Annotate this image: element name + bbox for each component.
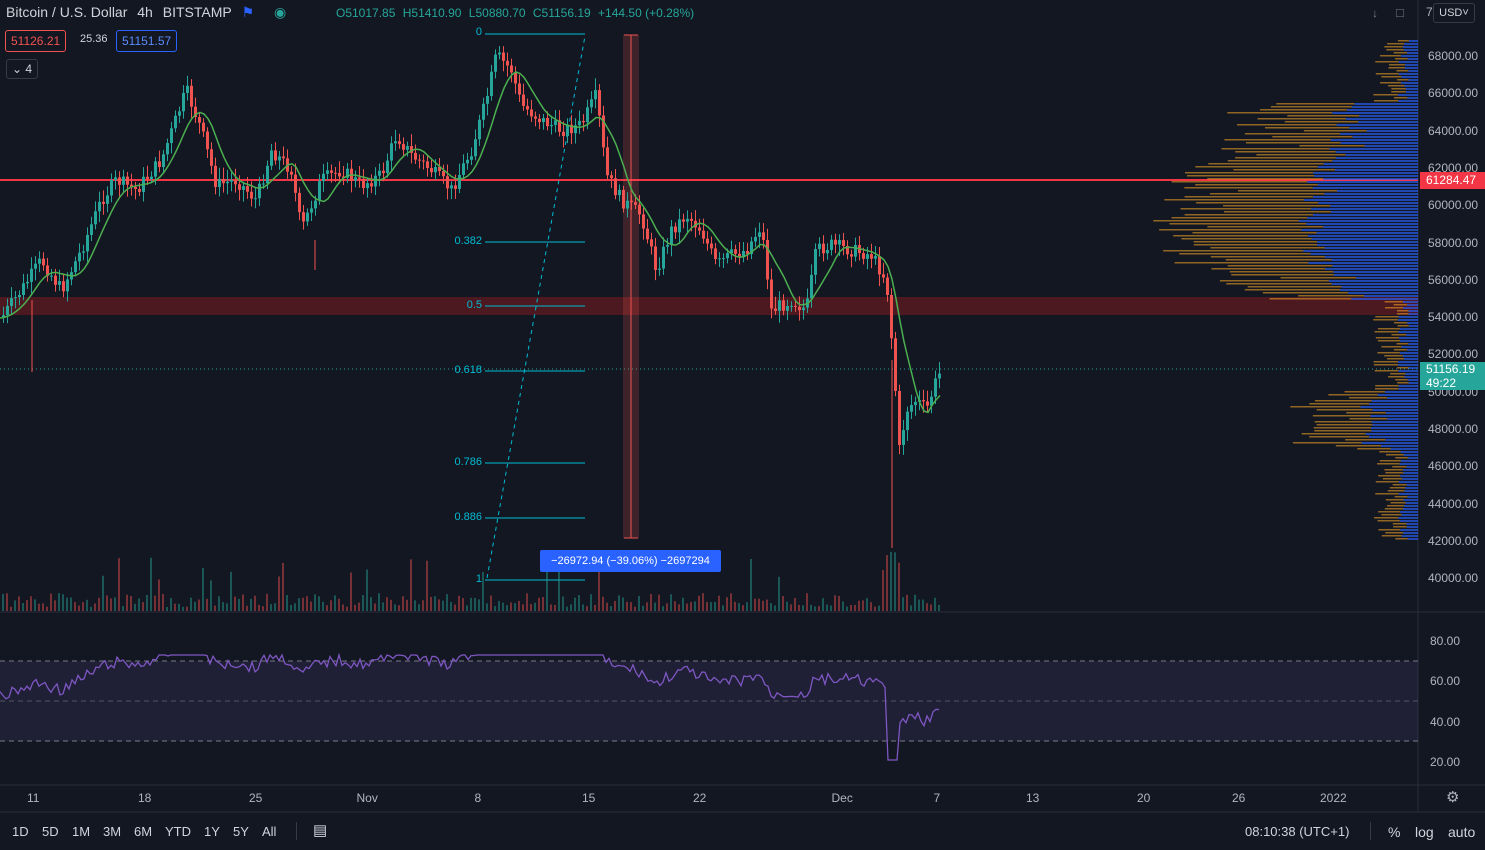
price-tick: 62000.00 bbox=[1428, 160, 1479, 175]
price-tick: 66000.00 bbox=[1428, 86, 1479, 101]
time-tick: 26 bbox=[1232, 791, 1246, 805]
buy-button[interactable]: 51151.57 bbox=[116, 30, 178, 52]
volume-bars bbox=[2, 551, 940, 611]
fib-label-0: 0 bbox=[475, 26, 482, 38]
timeframe-1m[interactable]: 1M bbox=[72, 824, 91, 839]
symbol-name[interactable]: Bitcoin / U.S. Dollar bbox=[6, 4, 128, 20]
auto-toggle[interactable]: auto bbox=[1448, 824, 1476, 840]
fullscreen-icon[interactable]: □ bbox=[1396, 5, 1404, 20]
timeframe-5d[interactable]: 5D bbox=[42, 824, 59, 839]
spread-label: 25.36 bbox=[80, 33, 108, 45]
candlesticks bbox=[2, 45, 941, 548]
symbol-header[interactable]: Bitcoin / U.S. Dollar 4h BITSTAMP ⚑ ◉ bbox=[6, 4, 292, 21]
price-axis-top: 7 bbox=[1426, 5, 1433, 19]
currency-button[interactable]: USD˅ bbox=[1433, 3, 1475, 23]
time-tick: 7 bbox=[933, 791, 941, 805]
fib-label-0786: 0.786 bbox=[454, 456, 482, 468]
time-tick: Dec bbox=[831, 791, 853, 805]
hline-price-tag: 61284.47 bbox=[1420, 172, 1485, 189]
moving-average-line bbox=[0, 71, 941, 414]
last-price-tag: 51156.19 49:22 bbox=[1420, 362, 1485, 390]
rsi-tick: 60.00 bbox=[1430, 674, 1461, 689]
rsi-line bbox=[0, 652, 940, 761]
timeframe-5y[interactable]: 5Y bbox=[233, 824, 249, 839]
goto-date-icon[interactable]: ▤ bbox=[313, 822, 328, 839]
rsi-tick: 40.00 bbox=[1430, 714, 1461, 729]
timeframe-6m[interactable]: 6M bbox=[134, 824, 153, 839]
timeframe-3m[interactable]: 3M bbox=[103, 824, 122, 839]
price-tick: 64000.00 bbox=[1428, 123, 1479, 138]
timeframe-1y[interactable]: 1Y bbox=[204, 824, 220, 839]
flag-icon: ⚑ bbox=[241, 4, 255, 20]
price-tick: 42000.00 bbox=[1428, 533, 1479, 548]
time-tick: 15 bbox=[582, 791, 596, 805]
chevron-down-icon: ⌄ bbox=[11, 62, 23, 76]
bar-countdown: 49:22 bbox=[1426, 376, 1457, 390]
time-tick: Nov bbox=[356, 791, 378, 805]
indicators-count: 4 bbox=[25, 62, 33, 76]
timeframe-ytd[interactable]: YTD bbox=[165, 824, 191, 839]
last-price-value: 51156.19 bbox=[1426, 362, 1476, 376]
low-value: L50880.70 bbox=[468, 6, 526, 20]
indicators-toggle[interactable]: ⌄ 4 bbox=[6, 59, 38, 79]
time-tick: 22 bbox=[693, 791, 707, 805]
log-toggle[interactable]: log bbox=[1415, 824, 1434, 840]
price-tick: 52000.00 bbox=[1428, 347, 1479, 362]
price-tick: 48000.00 bbox=[1428, 422, 1479, 436]
price-tick: 44000.00 bbox=[1428, 496, 1479, 511]
price-tick: 56000.00 bbox=[1428, 272, 1479, 287]
clock-label[interactable]: 08:10:38 (UTC+1) bbox=[1245, 824, 1350, 839]
fib-label-1: 1 bbox=[475, 573, 482, 585]
time-tick: 2022 bbox=[1320, 791, 1347, 805]
price-tick: 60000.00 bbox=[1428, 198, 1479, 213]
price-tick: 40000.00 bbox=[1428, 571, 1479, 586]
fib-label-0886: 0.886 bbox=[454, 511, 482, 523]
chevron-down-icon: ˅ bbox=[1462, 7, 1469, 19]
price-tick: 58000.00 bbox=[1428, 235, 1479, 250]
download-icon[interactable]: ↓ bbox=[1372, 6, 1378, 20]
measure-label: −26972.94 (−39.06%) −2697294 bbox=[540, 550, 721, 572]
date-range-icon[interactable] bbox=[296, 822, 297, 840]
fib-label-0382: 0.382 bbox=[454, 235, 482, 247]
exchange-label: BITSTAMP bbox=[162, 4, 232, 20]
market-status-icon: ◉ bbox=[274, 4, 287, 20]
interval-label[interactable]: 4h bbox=[137, 4, 153, 20]
high-value: H51410.90 bbox=[402, 6, 462, 20]
time-tick: 8 bbox=[474, 791, 482, 805]
volume-profile bbox=[1153, 40, 1418, 540]
fib-label-05: 0.5 bbox=[466, 299, 482, 311]
sell-button[interactable]: 51126.21 bbox=[5, 30, 67, 52]
support-zone[interactable] bbox=[0, 297, 1418, 315]
time-tick: 11 bbox=[27, 791, 40, 805]
change-value: +144.50 (+0.28%) bbox=[598, 6, 695, 20]
rsi-tick: 20.00 bbox=[1430, 754, 1461, 769]
time-tick: 13 bbox=[1026, 791, 1040, 805]
percent-toggle[interactable]: % bbox=[1388, 824, 1401, 840]
open-value: O51017.85 bbox=[336, 6, 396, 20]
rsi-band bbox=[0, 661, 1418, 741]
close-value: C51156.19 bbox=[532, 6, 591, 20]
separator bbox=[1370, 822, 1371, 840]
time-tick: 20 bbox=[1137, 791, 1151, 805]
timeframe-1d[interactable]: 1D bbox=[12, 824, 29, 839]
price-tick: 68000.00 bbox=[1428, 49, 1479, 63]
ohlc-values: O51017.85 H51410.90 L50880.70 C51156.19 … bbox=[336, 6, 694, 20]
time-tick: 18 bbox=[138, 791, 152, 805]
price-tick: 46000.00 bbox=[1428, 459, 1479, 474]
price-tick: 54000.00 bbox=[1428, 310, 1479, 325]
fib-label-0618: 0.618 bbox=[454, 364, 482, 376]
rsi-tick: 80.00 bbox=[1430, 634, 1461, 648]
gear-icon[interactable]: ⚙ bbox=[1446, 789, 1460, 806]
time-tick: 25 bbox=[249, 791, 263, 805]
timeframe-all[interactable]: All bbox=[262, 824, 277, 839]
